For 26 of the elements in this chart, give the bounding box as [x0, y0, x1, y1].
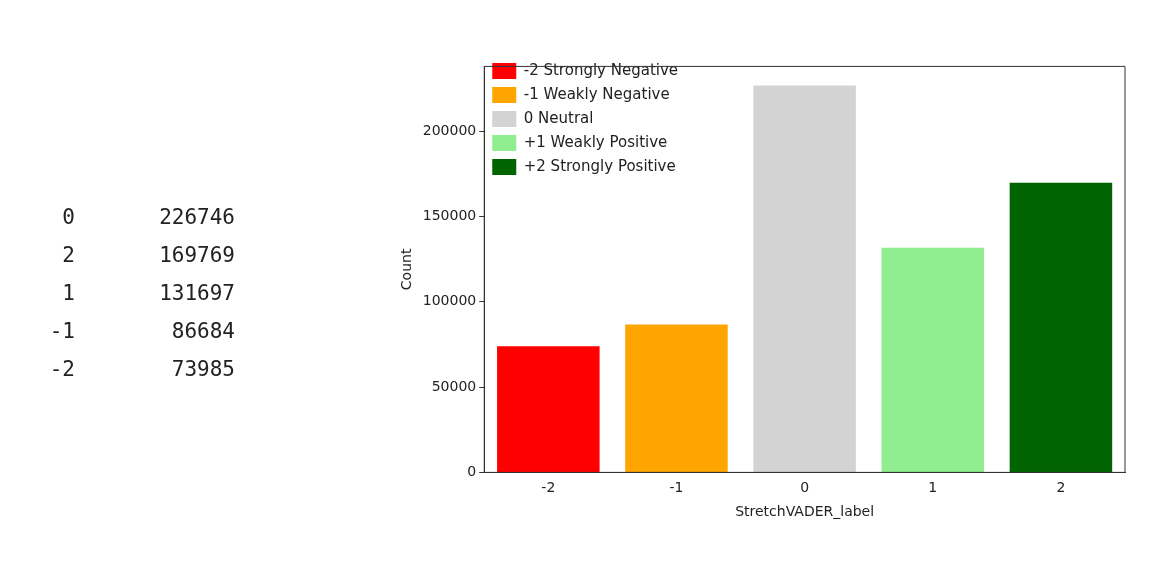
- text: 2: [61, 243, 75, 267]
- text: 169769: [158, 243, 235, 267]
- x-axis-title: StretchVADER_label: [735, 503, 875, 520]
- x-tick-label: 2: [1056, 479, 1066, 496]
- text: 226746: [158, 205, 235, 229]
- x-tick-label: 1: [928, 479, 938, 496]
- text: 0: [61, 205, 75, 229]
- y-tick-label: 50000: [431, 377, 477, 394]
- text: 73985: [170, 357, 235, 381]
- y-tick-label: 150000: [422, 207, 477, 224]
- y-tick-label: 100000: [422, 292, 477, 309]
- text: 131697: [158, 281, 235, 305]
- y-axis-title: Count: [398, 248, 415, 291]
- y-tick-label: 0: [467, 463, 477, 480]
- legend-label: -1 Weakly Negative: [523, 84, 670, 103]
- x-tick-label: 0: [800, 479, 810, 496]
- legend-label: 0 Neutral: [523, 108, 594, 127]
- text: 1: [61, 281, 75, 305]
- legend-label: +1 Weakly Positive: [523, 132, 668, 151]
- text: 86684: [170, 319, 235, 343]
- text: -1: [48, 319, 75, 343]
- x-tick-label: -2: [541, 479, 556, 496]
- x-tick-label: -1: [669, 479, 684, 496]
- text: -2: [48, 357, 75, 381]
- legend-label: +2 Strongly Positive: [523, 156, 676, 175]
- y-tick-label: 200000: [422, 121, 477, 138]
